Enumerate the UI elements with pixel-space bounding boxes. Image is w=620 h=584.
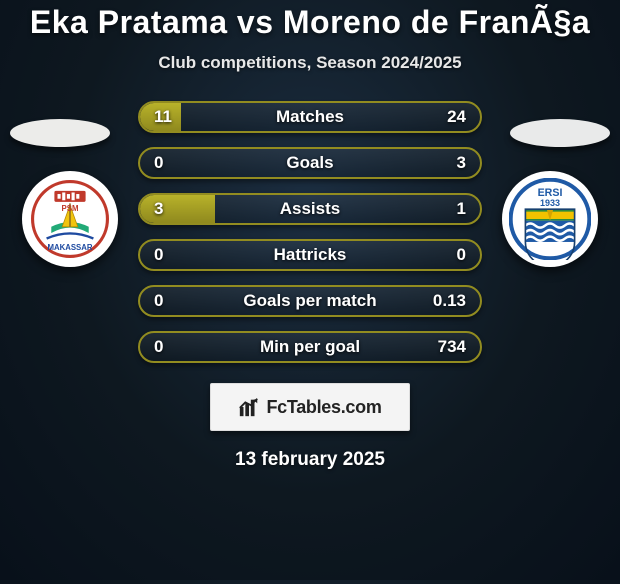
page-subtitle: Club competitions, Season 2024/2025 bbox=[0, 53, 620, 73]
stat-row: 3Assists1 bbox=[138, 193, 482, 225]
stat-rows: 11Matches24 0Goals3 3Assists1 0Hattricks0 0G… bbox=[138, 101, 482, 363]
stat-row: 0Hattricks0 bbox=[138, 239, 482, 271]
stat-value-right: 734 bbox=[426, 337, 466, 357]
stat-row: 0Goals per match0.13 bbox=[138, 285, 482, 317]
stat-value-right: 0.13 bbox=[426, 291, 466, 311]
player-marker-right bbox=[510, 119, 610, 147]
stat-row: 0Min per goal734 bbox=[138, 331, 482, 363]
svg-text:PSM: PSM bbox=[62, 204, 79, 213]
player-marker-left bbox=[10, 119, 110, 147]
date-label: 13 february 2025 bbox=[0, 449, 620, 471]
stat-row: 0Goals3 bbox=[138, 147, 482, 179]
brand-box: FcTables.com bbox=[210, 383, 410, 431]
brand-label: FcTables.com bbox=[266, 397, 381, 418]
club-logo-right: ERSI 1933 bbox=[502, 171, 598, 267]
stat-value-right: 1 bbox=[426, 199, 466, 219]
stat-value-right: 3 bbox=[426, 153, 466, 173]
svg-text:MAKASSAR: MAKASSAR bbox=[47, 243, 92, 252]
page-title: Eka Pratama vs Moreno de FranÃ§a bbox=[0, 4, 620, 41]
stat-row: 11Matches24 bbox=[138, 101, 482, 133]
comparison-panel: MAKASSAR PSM ERSI 1933 11Matches24 0Goals… bbox=[0, 101, 620, 363]
stat-value-right: 24 bbox=[426, 107, 466, 127]
brand-icon bbox=[238, 396, 260, 418]
stat-value-right: 0 bbox=[426, 245, 466, 265]
svg-text:1933: 1933 bbox=[540, 198, 560, 208]
club-logo-left: MAKASSAR PSM bbox=[22, 171, 118, 267]
